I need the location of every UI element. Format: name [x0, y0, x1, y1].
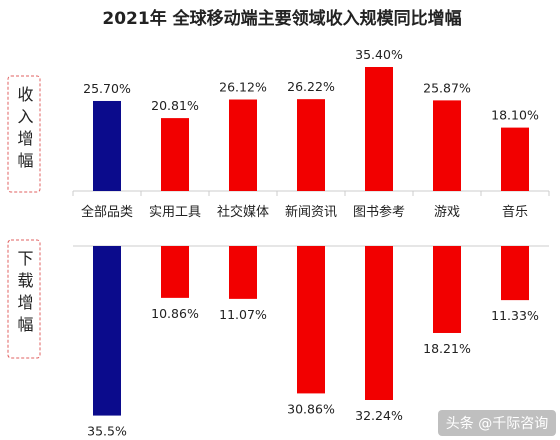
download-series-label: 下载增幅 [15, 250, 34, 338]
category-label: 音乐 [502, 204, 528, 220]
download-value-labels: 35.5% 10.86% 11.07% 30.86% 32.24% 18.21% 11.33… [87, 306, 539, 439]
download-value-label: 32.24% [355, 408, 403, 423]
download-value-label: 11.33% [491, 308, 539, 323]
revenue-value-label: 18.10% [491, 108, 539, 123]
revenue-series-label: 收入增幅 [15, 86, 34, 174]
revenue-bar [161, 118, 189, 191]
download-bar [297, 246, 325, 394]
revenue-bar [297, 99, 325, 191]
download-value-label: 35.5% [87, 424, 127, 439]
download-bar [93, 246, 121, 416]
download-value-label: 11.07% [219, 307, 267, 322]
category-label: 游戏 [434, 205, 460, 220]
watermark: 头条 @千际咨询 [438, 410, 556, 436]
revenue-bar [365, 67, 393, 191]
chart-title: 2021年 全球移动端主要领域收入规模同比增幅 [102, 8, 461, 29]
revenue-bars [93, 67, 529, 191]
download-side-label: 下载增幅 [7, 239, 41, 359]
revenue-value-label: 25.87% [423, 80, 471, 95]
revenue-side-label: 收入增幅 [7, 75, 41, 193]
revenue-bar [93, 100, 121, 191]
download-bar [229, 246, 257, 299]
download-bar [161, 246, 189, 298]
category-label: 实用工具 [149, 205, 201, 220]
category-labels: 全部品类 实用工具 社交媒体 新闻资讯 图书参考 游戏 音乐 [81, 204, 528, 220]
download-bar [501, 246, 529, 301]
revenue-value-label: 26.12% [219, 80, 267, 95]
download-value-label: 30.86% [287, 401, 335, 416]
revenue-value-label: 25.70% [83, 81, 131, 96]
category-label: 新闻资讯 [285, 204, 337, 220]
download-bar [365, 246, 393, 400]
download-value-label: 18.21% [423, 341, 471, 356]
revenue-value-label: 20.81% [151, 98, 199, 113]
revenue-value-label: 35.40% [355, 47, 403, 62]
download-bar [433, 246, 461, 333]
download-bars [93, 246, 529, 416]
revenue-value-label: 26.22% [287, 79, 335, 94]
revenue-bar [229, 99, 257, 191]
category-label: 图书参考 [353, 204, 405, 220]
revenue-bar [501, 127, 529, 191]
category-label: 社交媒体 [217, 204, 269, 220]
category-label: 全部品类 [81, 204, 133, 220]
revenue-bar [433, 100, 461, 191]
revenue-value-labels: 25.70% 20.81% 26.12% 26.22% 35.40% 25.87% 18.1… [83, 47, 539, 123]
x-axis-ticks [72, 191, 550, 196]
download-value-label: 10.86% [151, 306, 199, 321]
watermark-text: 头条 @千际咨询 [446, 415, 548, 432]
